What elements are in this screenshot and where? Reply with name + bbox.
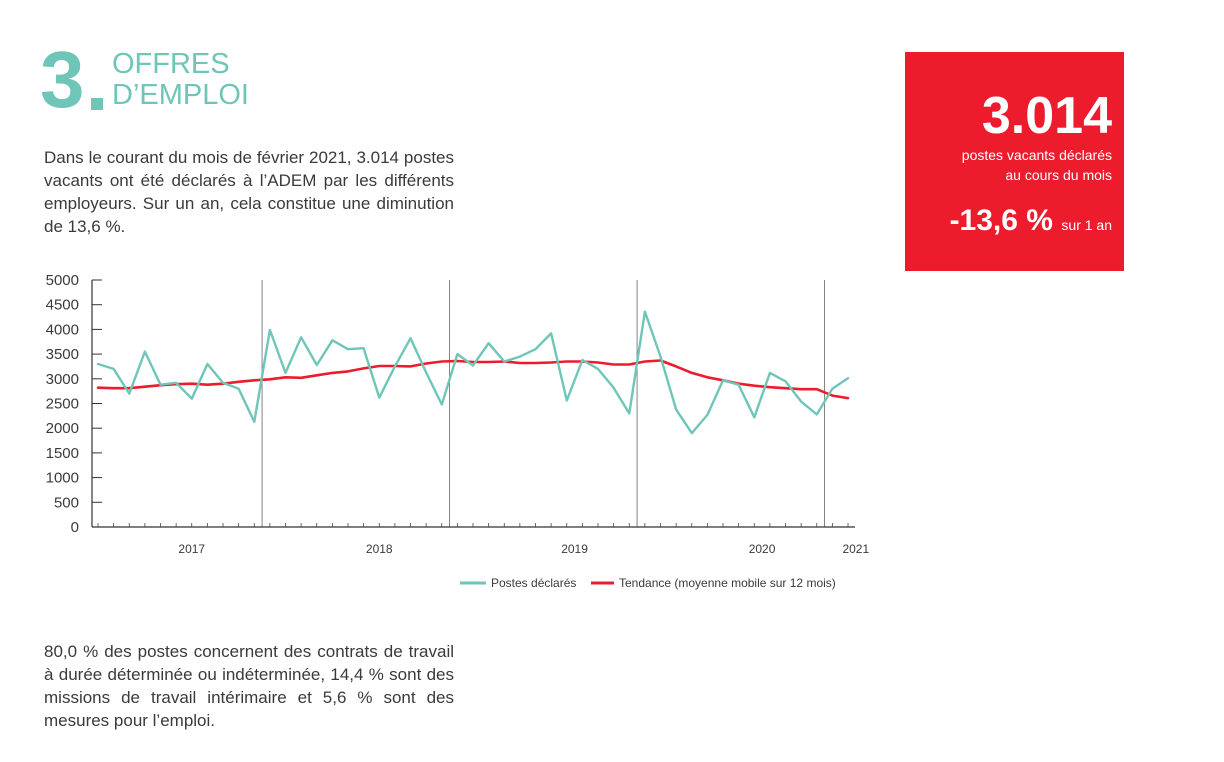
x-tick-label: 2018 <box>366 542 393 556</box>
y-tick-label: 5000 <box>46 272 79 289</box>
legend-label-tendance: Tendance (moyenne mobile sur 12 mois) <box>619 576 836 590</box>
x-tick-label: 2021 <box>842 542 869 556</box>
y-tick-label: 2000 <box>46 420 79 437</box>
kpi-caption-line1: postes vacants déclarés <box>961 147 1112 163</box>
series-line-postes-declares <box>96 310 850 435</box>
section-number: 3 <box>40 35 84 124</box>
section-title: OFFRES D’EMPLOI <box>112 49 332 111</box>
y-tick-label: 3000 <box>46 371 79 388</box>
y-tick-label: 2500 <box>46 396 79 413</box>
section-title-line1: OFFRES <box>112 48 230 80</box>
y-tick-label: 3500 <box>46 346 79 363</box>
kpi-change: -13,6 % <box>949 204 1053 237</box>
contracts-paragraph: 80,0 % des postes concernent des contrat… <box>44 642 454 730</box>
y-tick-label: 4000 <box>46 321 79 338</box>
kpi-box: 3.014 postes vacants déclarés au cours d… <box>905 52 1124 271</box>
kpi-caption-line2: au cours du mois <box>1005 167 1112 183</box>
job-offers-chart: 0 500 1000 1500 2000 2500 3000 3500 4000 4500 5000… <box>46 272 870 590</box>
y-tick-label: 1500 <box>46 445 79 462</box>
x-tick-label: 2017 <box>178 542 205 556</box>
kpi-change-row: -13,6 % sur 1 an <box>950 204 1112 238</box>
y-tick-label: 4500 <box>46 297 79 314</box>
x-tick-label: 2019 <box>561 542 588 556</box>
x-tick-label: 2020 <box>749 542 776 556</box>
y-tick-label: 0 <box>71 519 79 536</box>
y-tick-label: 1000 <box>46 470 79 487</box>
legend-label-postes-declares: Postes déclarés <box>491 576 576 590</box>
kpi-value: 3.014 <box>981 87 1112 145</box>
y-tick-label: 500 <box>54 494 79 511</box>
kpi-change-suffix: sur 1 an <box>1061 217 1112 233</box>
kpi-caption: postes vacants déclarés au cours du mois <box>922 145 1112 185</box>
section-title-line2: D’EMPLOI <box>112 79 249 111</box>
intro-paragraph: Dans le courant du mois de février 2021,… <box>44 148 454 236</box>
section-number-dot <box>91 98 103 110</box>
